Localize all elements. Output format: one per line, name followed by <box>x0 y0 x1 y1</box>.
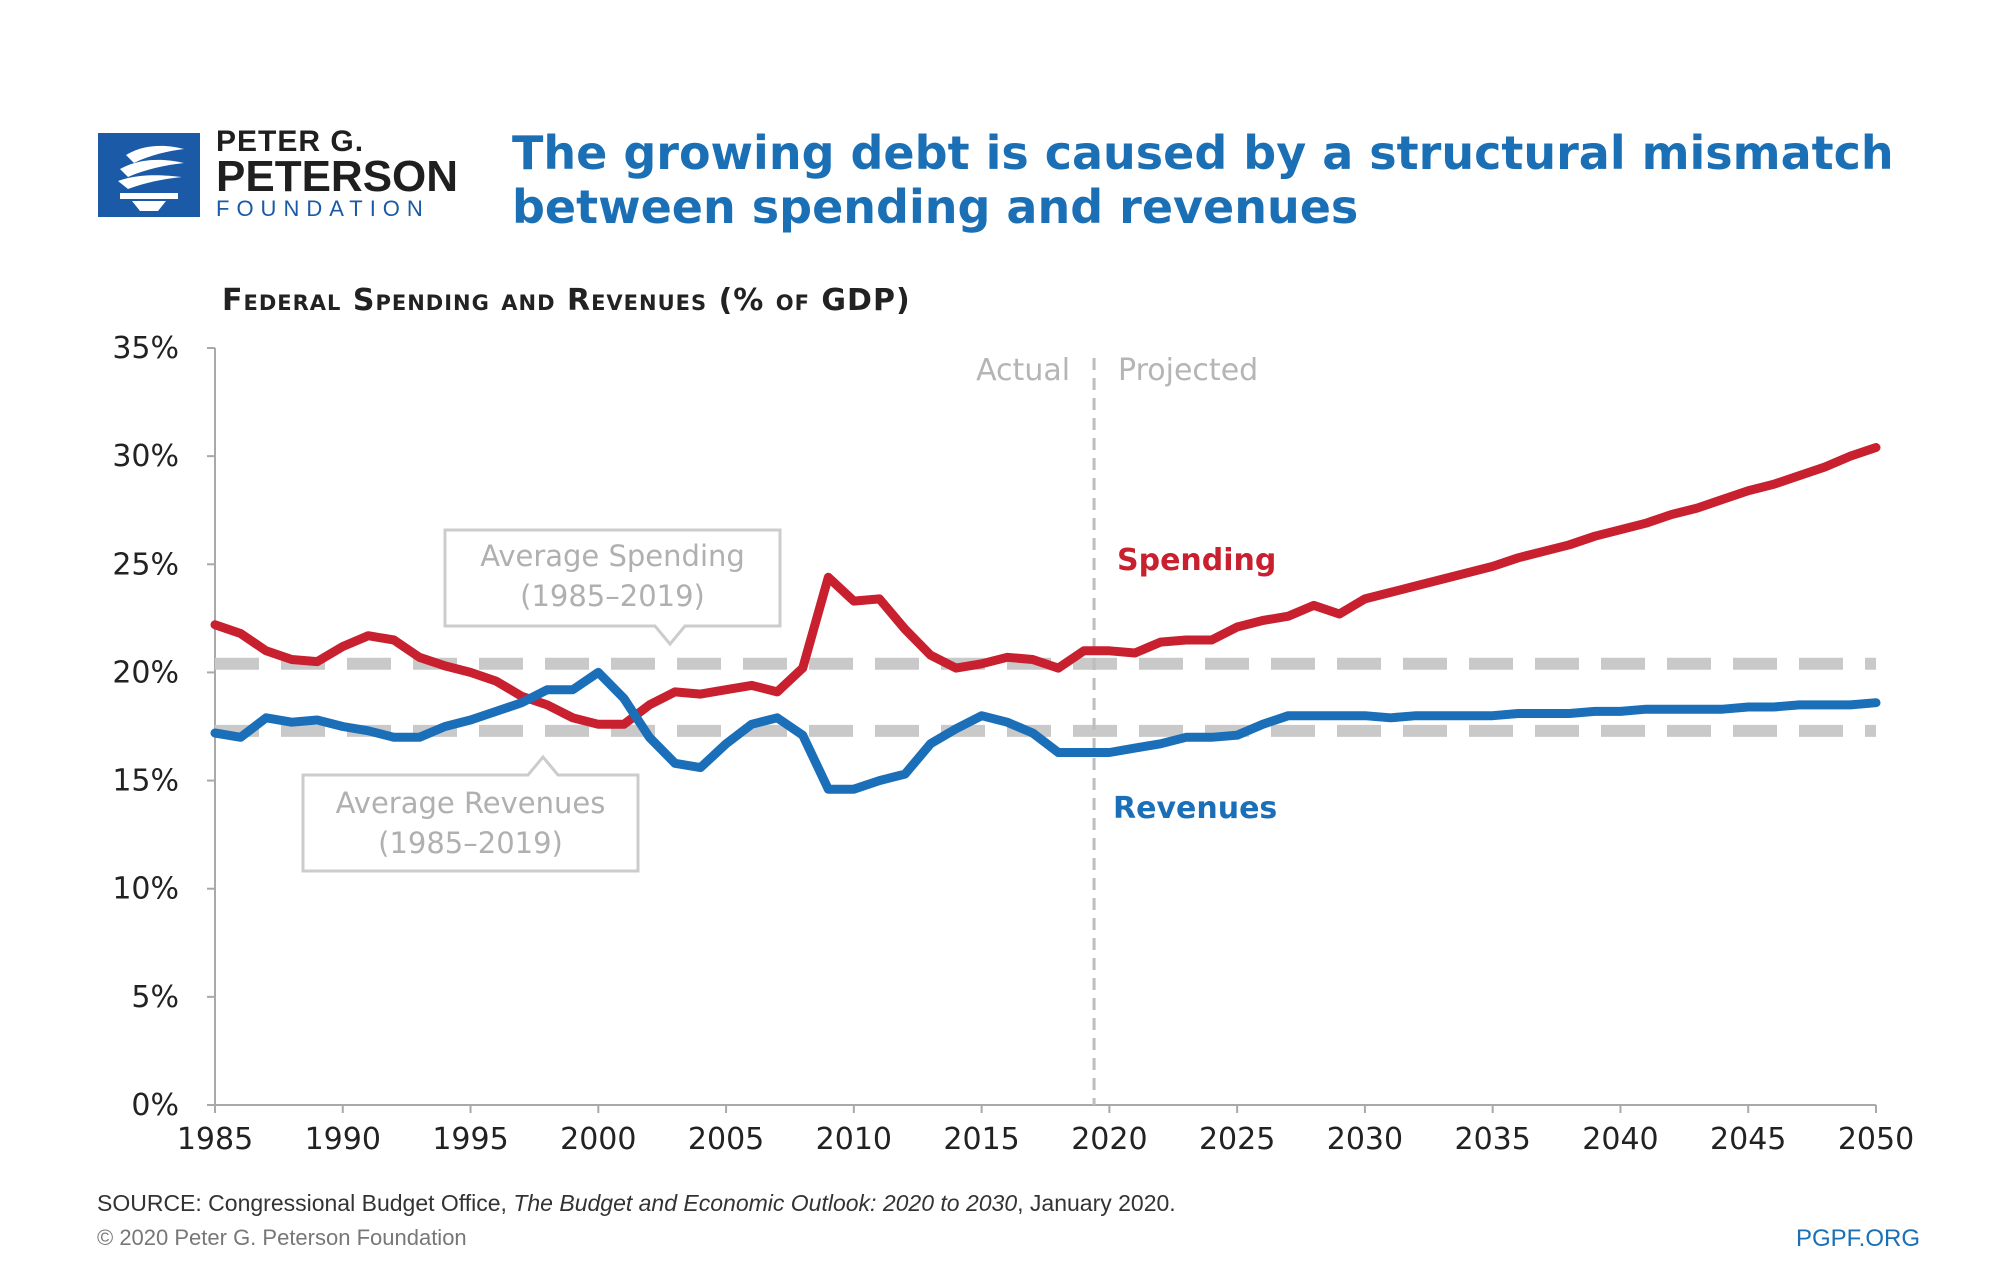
x-tick-label: 2000 <box>560 1122 636 1157</box>
x-tick-label: 1995 <box>432 1122 508 1157</box>
average-spending-callout <box>443 528 782 647</box>
x-tick-label: 2040 <box>1582 1122 1658 1157</box>
x-tick-label: 2050 <box>1838 1122 1914 1157</box>
pgpf-link[interactable]: PGPF.ORG <box>1795 1225 1920 1252</box>
average-revenues-name: Average Revenues <box>336 786 606 820</box>
spending-label: Spending <box>1117 543 1276 578</box>
axes: 0% 5% 10% 15% 20% 25% 30% 35% 1985 1990 1995 2000 20… <box>112 331 1914 1157</box>
y-tick-label: 5% <box>131 980 179 1015</box>
source-suffix: , January 2020. <box>1017 1190 1176 1216</box>
series-line-revenues <box>210 667 1881 794</box>
y-tick-label: 30% <box>112 439 179 474</box>
projected-label: Projected <box>1118 353 1258 388</box>
actual-label: Actual <box>976 353 1070 388</box>
x-tick-label: 1990 <box>305 1122 381 1157</box>
x-tick-label: 2025 <box>1199 1122 1275 1157</box>
x-tick-label: 2030 <box>1327 1122 1403 1157</box>
series <box>210 443 1881 794</box>
torch-icon <box>98 133 200 217</box>
source-title: The Budget and Economic Outlook: 2020 to… <box>513 1190 1018 1216</box>
chart-title: Federal Spending and Revenues (% of GDP) <box>222 283 911 318</box>
x-tick-label: 2015 <box>943 1122 1019 1157</box>
x-tick-label: 2010 <box>816 1122 892 1157</box>
source-note: SOURCE: Congressional Budget Office, The… <box>97 1190 1176 1217</box>
x-tick-label: 2005 <box>688 1122 764 1157</box>
y-tick-label: 35% <box>112 331 179 366</box>
headline-line-1: The growing debt is caused by a structur… <box>512 126 1894 180</box>
revenues-label: Revenues <box>1113 791 1277 826</box>
logo-line-3: FOUNDATION <box>216 196 430 221</box>
average-revenues-period: (1985–2019) <box>378 826 563 860</box>
logo-line-2: PETERSON <box>216 152 459 201</box>
copyright: © 2020 Peter G. Peterson Foundation <box>97 1225 467 1250</box>
y-tick-label: 15% <box>112 764 179 799</box>
x-tick-label: 1985 <box>177 1122 253 1157</box>
y-tick-label: 20% <box>112 655 179 690</box>
average-spending-period: (1985–2019) <box>520 579 705 613</box>
logo-line-1: PETER G. <box>216 125 365 158</box>
average-spending-name: Average Spending <box>480 539 745 573</box>
actual-projected-divider: Actual Projected <box>976 353 1258 1105</box>
x-tick-label: 2045 <box>1710 1122 1786 1157</box>
y-tick-label: 25% <box>112 547 179 582</box>
x-tick-label: 2020 <box>1071 1122 1147 1157</box>
x-tick-label: 2035 <box>1455 1122 1531 1157</box>
average-revenues-callout <box>301 754 640 873</box>
y-tick-label: 10% <box>112 872 179 907</box>
headline: The growing debt is caused by a structur… <box>512 126 1894 234</box>
annotations: Spending Revenues Average Spending (1985–20… <box>301 528 1277 873</box>
source-prefix: SOURCE: Congressional Budget Office, <box>97 1190 514 1216</box>
headline-line-2: between spending and revenues <box>512 180 1359 234</box>
series-line-spending <box>210 443 1881 729</box>
y-tick-label: 0% <box>131 1088 179 1123</box>
peterson-logo[interactable]: PETER G. PETERSON FOUNDATION <box>98 127 568 221</box>
logo-wordmark: PETER G. PETERSON FOUNDATION <box>216 127 458 221</box>
